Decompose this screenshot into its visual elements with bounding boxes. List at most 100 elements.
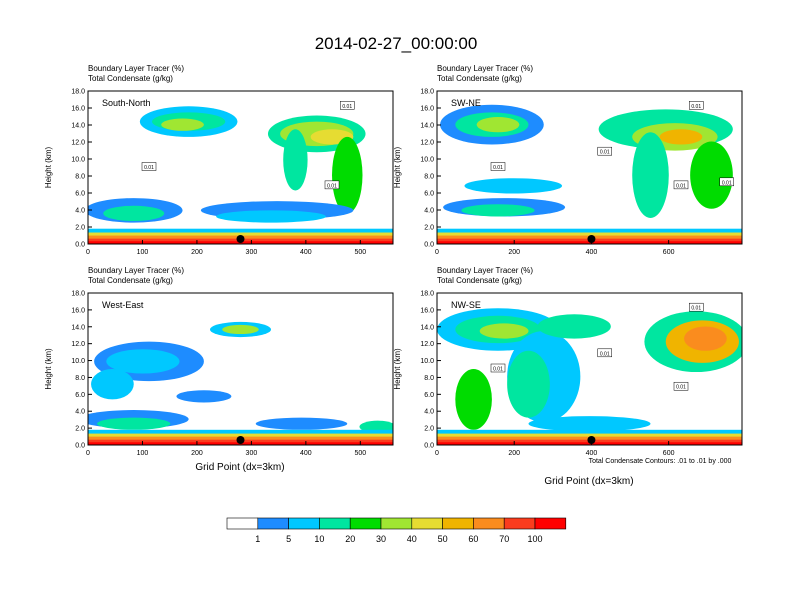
colorbar-label: 30 [376, 534, 386, 544]
colorbar-swatch [534, 517, 567, 530]
colorbar-label: 60 [468, 534, 478, 544]
y-tick-label: 10.0 [71, 358, 85, 365]
panel-header-tracer: Boundary Layer Tracer (%) [437, 266, 533, 275]
colorbar-label: 10 [314, 534, 324, 544]
y-tick-label: 12.0 [71, 140, 85, 147]
y-tick-label: 4.0 [424, 409, 434, 416]
field-blob [332, 136, 363, 214]
y-tick-label: 2.0 [424, 225, 434, 232]
contour-label-box [673, 180, 689, 190]
x-tick-label: 200 [508, 450, 520, 457]
field-blob [91, 369, 134, 400]
y-tick-label: 2.0 [75, 426, 85, 433]
y-tick-label: 16.0 [71, 307, 85, 314]
y-tick-label: 4.0 [75, 409, 85, 416]
y-tick-label: 14.0 [420, 324, 434, 331]
y-tick-label: 14.0 [71, 324, 85, 331]
field-blob [255, 417, 348, 430]
x-tick-label: 600 [663, 450, 675, 457]
location-marker [236, 235, 245, 243]
contour-label: 0.01 [722, 180, 732, 186]
y-axis-label: Height (km) [393, 146, 402, 188]
x-tick-label: 600 [663, 249, 675, 256]
field-blob [684, 326, 727, 351]
y-tick-label: 4.0 [424, 208, 434, 215]
field-blob [222, 324, 259, 335]
panel-direction-label: NW-SE [451, 300, 481, 310]
location-marker [587, 436, 596, 444]
y-tick-label: 10.0 [420, 157, 434, 164]
colorbar-label: 5 [286, 534, 291, 544]
panel-header-condensate: Total Condensate (g/kg) [437, 276, 522, 285]
location-marker [587, 235, 596, 243]
y-tick-label: 16.0 [420, 307, 434, 314]
shaded-field [88, 106, 393, 244]
y-tick-label: 8.0 [424, 375, 434, 382]
panel-south-north: Boundary Layer Tracer (%)Total Condensat… [44, 64, 394, 256]
field-blob [528, 416, 651, 432]
x-tick-label: 0 [435, 249, 439, 256]
contour-label-box [719, 177, 734, 187]
plot-frame [87, 292, 394, 446]
plot-frame [436, 90, 743, 245]
panel-direction-label: SW-NE [451, 98, 481, 108]
y-tick-label: 0.0 [424, 242, 434, 249]
field-blob [103, 205, 165, 222]
colorbar-label: 20 [345, 534, 355, 544]
colorbar-swatch [503, 517, 536, 530]
field-blob [464, 178, 563, 194]
y-tick-label: 14.0 [71, 123, 85, 130]
contour-label: 0.01 [676, 385, 686, 391]
location-marker [236, 436, 245, 444]
colorbar-swatch [442, 517, 474, 530]
x-tick-label: 0 [86, 450, 90, 457]
contour-label-box [597, 348, 612, 358]
contour-label: 0.01 [691, 104, 701, 110]
boundary-layer-band [437, 442, 742, 445]
y-tick-label: 14.0 [420, 123, 434, 130]
field-blob [283, 129, 308, 191]
colorbar-swatch [411, 517, 443, 530]
panel-header-tracer: Boundary Layer Tracer (%) [88, 64, 184, 73]
y-tick-label: 6.0 [424, 191, 434, 198]
panel-west-east: Boundary Layer Tracer (%)Total Condensat… [44, 266, 394, 457]
shaded-field [437, 104, 742, 244]
shaded-field [437, 308, 742, 445]
field-blob [507, 350, 550, 418]
field-blob [479, 323, 529, 339]
y-tick-label: 8.0 [75, 174, 85, 181]
y-tick-label: 10.0 [71, 157, 85, 164]
colorbar-label: 100 [527, 534, 542, 544]
contour-label: 0.01 [493, 165, 503, 171]
colorbar-swatch [319, 517, 351, 530]
field-blob [632, 132, 669, 218]
contour-label-box [340, 101, 355, 110]
colorbar-swatch [288, 517, 320, 530]
contour-label-box [597, 146, 612, 156]
contour-label: 0.01 [691, 306, 701, 312]
x-tick-label: 300 [246, 249, 258, 256]
plot-frame [436, 292, 743, 446]
colorbar-swatch [380, 517, 413, 530]
contour-label-box [689, 302, 704, 312]
y-tick-label: 18.0 [71, 291, 85, 298]
y-tick-label: 8.0 [424, 174, 434, 181]
x-tick-label: 200 [191, 249, 203, 256]
y-tick-label: 8.0 [75, 375, 85, 382]
field-blob [176, 390, 232, 403]
colorbar-swatch [257, 517, 289, 530]
shaded-field [88, 321, 393, 445]
x-tick-label: 100 [137, 249, 149, 256]
y-tick-label: 6.0 [424, 392, 434, 399]
y-axis-label: Height (km) [44, 348, 53, 390]
y-tick-label: 4.0 [75, 208, 85, 215]
x-axis-label-left: Grid Point (dx=3km) [195, 462, 284, 473]
contour-label: 0.01 [600, 150, 610, 156]
x-tick-label: 400 [586, 249, 598, 256]
x-tick-label: 200 [191, 450, 203, 457]
colorbar-label: 40 [407, 534, 417, 544]
contour-label-box [141, 162, 157, 171]
panel-header-condensate: Total Condensate (g/kg) [88, 74, 173, 83]
colorbar-swatch [349, 517, 382, 530]
